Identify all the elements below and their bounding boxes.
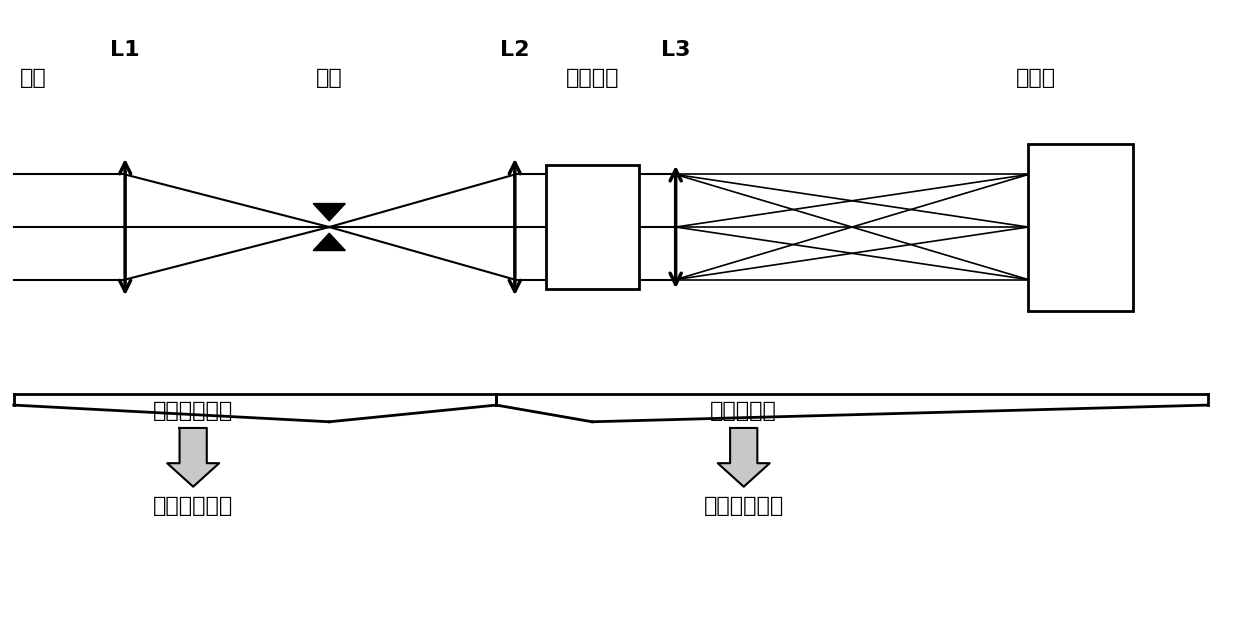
Bar [730,428,758,463]
Text: λ1: λ1 [1043,165,1066,184]
Polygon shape [314,233,345,250]
Polygon shape [314,204,345,221]
Polygon shape [718,463,770,487]
Text: L2: L2 [500,40,529,60]
Text: λ2: λ2 [1043,217,1066,237]
Text: 前置物镜系统: 前置物镜系统 [153,401,233,420]
Bar [180,428,207,463]
Polygon shape [167,463,219,487]
Text: 物镜: 物镜 [20,68,47,88]
Text: λ3: λ3 [1043,270,1066,289]
Text: L1: L1 [110,40,140,60]
Text: 狭缝: 狭缝 [316,68,342,88]
Text: 物方远心系统: 物方远心系统 [703,496,784,516]
Text: 像方远心系统: 像方远心系统 [153,496,233,516]
Text: 光谱仪系统: 光谱仪系统 [711,401,777,420]
Bar [546,165,639,289]
Text: 分光元件: 分光元件 [565,68,619,88]
Bar [1028,143,1133,310]
Text: L3: L3 [661,40,691,60]
Text: 探测器: 探测器 [1016,68,1056,88]
